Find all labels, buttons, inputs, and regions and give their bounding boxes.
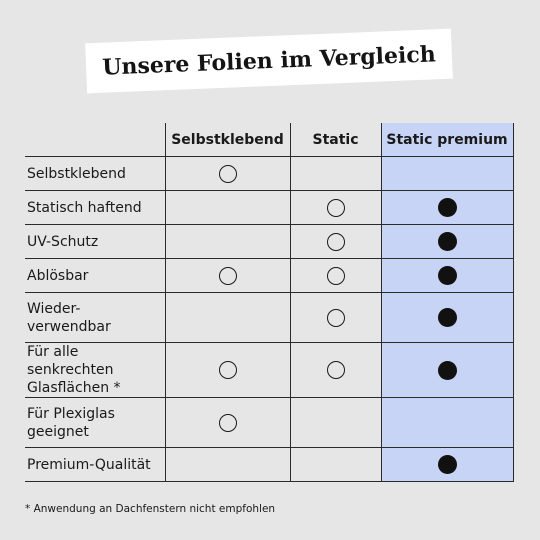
open-circle-icon [218, 413, 237, 432]
row-label: UV-Schutz [25, 224, 166, 259]
open-circle-icon [326, 308, 345, 327]
row-label-line: Glasflächen * [27, 380, 121, 396]
mark-cell [380, 292, 514, 343]
mark-cell [164, 190, 291, 225]
open-circle-icon [326, 198, 345, 217]
row-label-line: Für alle senkrechten [27, 344, 114, 378]
mark-cell [289, 292, 382, 343]
mark-cell [380, 447, 514, 482]
comparison-table: Selbstklebend Static Static premium Selb… [25, 123, 514, 482]
mark-cell [289, 397, 382, 448]
mark-cell [380, 258, 514, 293]
page-title: Unsere Folien im Vergleich [101, 41, 437, 81]
row-label: Wieder-verwendbar [25, 292, 166, 343]
column-header-static-premium: Static premium [380, 123, 514, 157]
filled-circle-icon [437, 198, 457, 217]
open-circle-icon [326, 232, 345, 251]
mark-cell [380, 342, 514, 398]
open-circle-icon [218, 361, 237, 379]
row-label: Statisch haftend [25, 190, 166, 225]
table-row: Selbstklebend [25, 156, 514, 191]
filled-circle-icon [437, 455, 457, 474]
row-label: Für Plexiglas geeignet [25, 397, 166, 448]
open-circle-icon [326, 266, 345, 285]
row-label-line: verwendbar [27, 318, 111, 335]
mark-cell [289, 258, 382, 293]
header-row: Selbstklebend Static Static premium [25, 123, 514, 157]
footnote: * Anwendung an Dachfenstern nicht empfoh… [25, 503, 276, 515]
mark-cell [289, 224, 382, 259]
mark-cell [289, 447, 382, 482]
table-row: Ablösbar [25, 258, 514, 293]
mark-cell [164, 342, 291, 398]
mark-cell [164, 258, 291, 293]
row-label-line: Premium-Qualität [27, 456, 151, 473]
mark-cell [289, 156, 382, 191]
row-label: Ablösbar [25, 258, 166, 293]
table-row: Statisch haftend [25, 190, 514, 225]
row-label-line: Für Plexiglas [27, 405, 115, 422]
table-row: Für Plexiglas geeignet [25, 397, 514, 448]
row-label-line: Wieder- [27, 300, 81, 317]
table-row: Premium-Qualität [25, 447, 514, 482]
row-label-line: Ablösbar [27, 267, 89, 284]
mark-cell [289, 190, 382, 225]
open-circle-icon [218, 266, 237, 285]
filled-circle-icon [437, 232, 457, 251]
mark-cell [289, 342, 382, 398]
column-header-static: Static [289, 123, 382, 157]
row-label: Premium-Qualität [25, 447, 166, 482]
table-row: Für alle senkrechten Glasflächen * [25, 342, 514, 398]
open-circle-icon [326, 361, 345, 379]
open-circle-icon [218, 164, 237, 183]
mark-cell [380, 397, 514, 448]
filled-circle-icon [437, 266, 457, 285]
mark-cell [380, 190, 514, 225]
row-label-line: Selbstklebend [27, 165, 126, 182]
mark-cell [380, 156, 514, 191]
table-row: UV-Schutz [25, 224, 514, 259]
mark-cell [164, 447, 291, 482]
title-banner: Unsere Folien im Vergleich [85, 28, 453, 94]
mark-cell [164, 224, 291, 259]
row-label-line: geeignet [27, 423, 89, 440]
row-label-line: Statisch haftend [27, 199, 142, 216]
filled-circle-icon [437, 308, 457, 327]
mark-cell [164, 156, 291, 191]
header-corner [25, 123, 165, 157]
row-label: Selbstklebend [25, 156, 166, 191]
mark-cell [164, 397, 291, 448]
table-row: Wieder-verwendbar [25, 292, 514, 343]
mark-cell [164, 292, 291, 343]
mark-cell [380, 224, 514, 259]
filled-circle-icon [437, 360, 457, 380]
row-label-line: UV-Schutz [27, 233, 99, 250]
column-header-selbstklebend: Selbstklebend [164, 123, 291, 157]
row-label: Für alle senkrechten Glasflächen * [25, 342, 166, 398]
